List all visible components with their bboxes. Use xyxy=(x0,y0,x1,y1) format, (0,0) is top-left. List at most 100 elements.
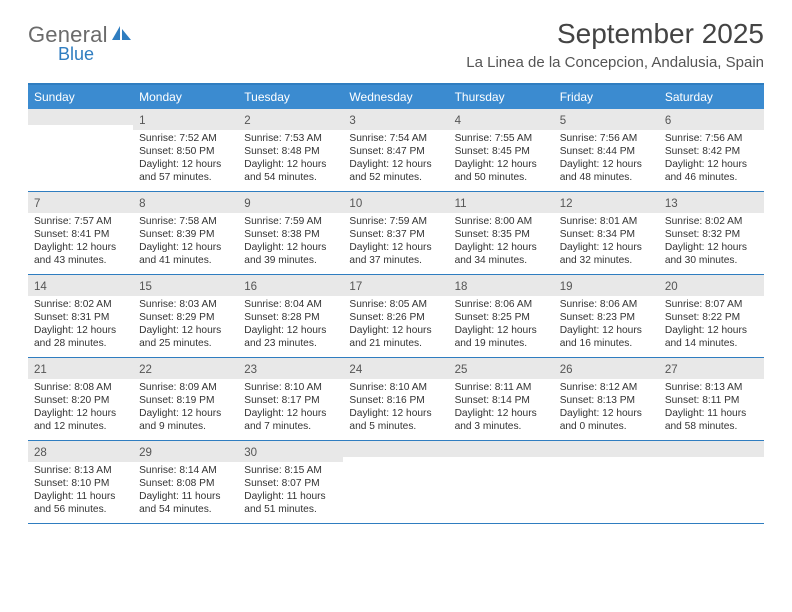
daylight-text: and 7 minutes. xyxy=(244,420,337,433)
day-cell: 2Sunrise: 7:53 AMSunset: 8:48 PMDaylight… xyxy=(238,109,343,191)
daylight-text: and 14 minutes. xyxy=(665,337,758,350)
daylight-text: and 54 minutes. xyxy=(244,171,337,184)
location: La Linea de la Concepcion, Andalusia, Sp… xyxy=(466,54,764,71)
day-cell: 28Sunrise: 8:13 AMSunset: 8:10 PMDayligh… xyxy=(28,441,133,523)
day-number: 14 xyxy=(34,281,47,293)
day-number: 25 xyxy=(455,364,468,376)
daylight-text: Daylight: 12 hours xyxy=(139,324,232,337)
daylight-text: Daylight: 12 hours xyxy=(455,241,548,254)
day-cell: 7Sunrise: 7:57 AMSunset: 8:41 PMDaylight… xyxy=(28,192,133,274)
day-cell: 29Sunrise: 8:14 AMSunset: 8:08 PMDayligh… xyxy=(133,441,238,523)
day-cell: 1Sunrise: 7:52 AMSunset: 8:50 PMDaylight… xyxy=(133,109,238,191)
day-number: 4 xyxy=(455,115,461,127)
daylight-text: Daylight: 12 hours xyxy=(455,158,548,171)
sunrise-text: Sunrise: 8:02 AM xyxy=(34,298,127,311)
sunset-text: Sunset: 8:20 PM xyxy=(34,394,127,407)
daylight-text: Daylight: 12 hours xyxy=(560,158,653,171)
day-number: 12 xyxy=(560,198,573,210)
weekday-tuesday: Tuesday xyxy=(238,85,343,109)
logo-text-blue: Blue xyxy=(58,44,94,65)
day-number: 10 xyxy=(349,198,362,210)
daylight-text: and 41 minutes. xyxy=(139,254,232,267)
daylight-text: and 19 minutes. xyxy=(455,337,548,350)
day-number-row: 22 xyxy=(133,358,238,379)
day-cell: 12Sunrise: 8:01 AMSunset: 8:34 PMDayligh… xyxy=(554,192,659,274)
day-number-row: 23 xyxy=(238,358,343,379)
weekday-thursday: Thursday xyxy=(449,85,554,109)
week-row: 1Sunrise: 7:52 AMSunset: 8:50 PMDaylight… xyxy=(28,109,764,192)
header: General Blue September 2025 La Linea de … xyxy=(28,18,764,71)
week-row: 7Sunrise: 7:57 AMSunset: 8:41 PMDaylight… xyxy=(28,192,764,275)
day-cell: 6Sunrise: 7:56 AMSunset: 8:42 PMDaylight… xyxy=(659,109,764,191)
weekday-saturday: Saturday xyxy=(659,85,764,109)
sunrise-text: Sunrise: 8:08 AM xyxy=(34,381,127,394)
sunset-text: Sunset: 8:10 PM xyxy=(34,477,127,490)
sunrise-text: Sunrise: 8:12 AM xyxy=(560,381,653,394)
daylight-text: and 56 minutes. xyxy=(34,503,127,516)
day-cell: 23Sunrise: 8:10 AMSunset: 8:17 PMDayligh… xyxy=(238,358,343,440)
day-cell xyxy=(659,441,764,523)
daylight-text: Daylight: 12 hours xyxy=(34,324,127,337)
weekday-wednesday: Wednesday xyxy=(343,85,448,109)
day-number: 6 xyxy=(665,115,671,127)
sunrise-text: Sunrise: 7:52 AM xyxy=(139,132,232,145)
sunset-text: Sunset: 8:48 PM xyxy=(244,145,337,158)
day-cell xyxy=(449,441,554,523)
daylight-text: and 9 minutes. xyxy=(139,420,232,433)
daylight-text: and 58 minutes. xyxy=(665,420,758,433)
day-number-row: 20 xyxy=(659,275,764,296)
sunset-text: Sunset: 8:22 PM xyxy=(665,311,758,324)
day-cell: 25Sunrise: 8:11 AMSunset: 8:14 PMDayligh… xyxy=(449,358,554,440)
daylight-text: Daylight: 12 hours xyxy=(139,158,232,171)
day-number-row: 24 xyxy=(343,358,448,379)
calendar: Sunday Monday Tuesday Wednesday Thursday… xyxy=(28,83,764,524)
sunset-text: Sunset: 8:19 PM xyxy=(139,394,232,407)
day-cell: 11Sunrise: 8:00 AMSunset: 8:35 PMDayligh… xyxy=(449,192,554,274)
day-number-row: 25 xyxy=(449,358,554,379)
day-number: 22 xyxy=(139,364,152,376)
daylight-text: and 3 minutes. xyxy=(455,420,548,433)
sunrise-text: Sunrise: 8:15 AM xyxy=(244,464,337,477)
day-number-row: 1 xyxy=(133,109,238,130)
day-number: 26 xyxy=(560,364,573,376)
sunrise-text: Sunrise: 8:10 AM xyxy=(349,381,442,394)
daylight-text: and 57 minutes. xyxy=(139,171,232,184)
daylight-text: and 39 minutes. xyxy=(244,254,337,267)
daylight-text: Daylight: 12 hours xyxy=(244,407,337,420)
weekday-monday: Monday xyxy=(133,85,238,109)
day-number: 9 xyxy=(244,198,250,210)
day-number: 27 xyxy=(665,364,678,376)
day-number-row: 18 xyxy=(449,275,554,296)
day-number: 15 xyxy=(139,281,152,293)
daylight-text: Daylight: 12 hours xyxy=(349,407,442,420)
day-cell: 10Sunrise: 7:59 AMSunset: 8:37 PMDayligh… xyxy=(343,192,448,274)
day-number-row: 19 xyxy=(554,275,659,296)
day-number-row: 26 xyxy=(554,358,659,379)
day-cell: 3Sunrise: 7:54 AMSunset: 8:47 PMDaylight… xyxy=(343,109,448,191)
day-cell: 8Sunrise: 7:58 AMSunset: 8:39 PMDaylight… xyxy=(133,192,238,274)
sunrise-text: Sunrise: 7:56 AM xyxy=(665,132,758,145)
daylight-text: Daylight: 12 hours xyxy=(665,158,758,171)
daylight-text: Daylight: 12 hours xyxy=(139,241,232,254)
daylight-text: Daylight: 11 hours xyxy=(665,407,758,420)
title-block: September 2025 La Linea de la Concepcion… xyxy=(466,18,764,71)
sunrise-text: Sunrise: 8:02 AM xyxy=(665,215,758,228)
day-number: 29 xyxy=(139,447,152,459)
sunset-text: Sunset: 8:44 PM xyxy=(560,145,653,158)
daylight-text: Daylight: 12 hours xyxy=(34,241,127,254)
logo: General Blue xyxy=(28,22,133,65)
sunrise-text: Sunrise: 8:13 AM xyxy=(665,381,758,394)
day-cell: 15Sunrise: 8:03 AMSunset: 8:29 PMDayligh… xyxy=(133,275,238,357)
day-number-row: 21 xyxy=(28,358,133,379)
sunset-text: Sunset: 8:32 PM xyxy=(665,228,758,241)
daylight-text: and 16 minutes. xyxy=(560,337,653,350)
sunrise-text: Sunrise: 8:11 AM xyxy=(455,381,548,394)
daylight-text: Daylight: 11 hours xyxy=(34,490,127,503)
day-number: 21 xyxy=(34,364,47,376)
day-number: 5 xyxy=(560,115,566,127)
day-number-row: 4 xyxy=(449,109,554,130)
day-cell xyxy=(28,109,133,191)
weekday-friday: Friday xyxy=(554,85,659,109)
day-number-row: 11 xyxy=(449,192,554,213)
daylight-text: Daylight: 12 hours xyxy=(665,324,758,337)
